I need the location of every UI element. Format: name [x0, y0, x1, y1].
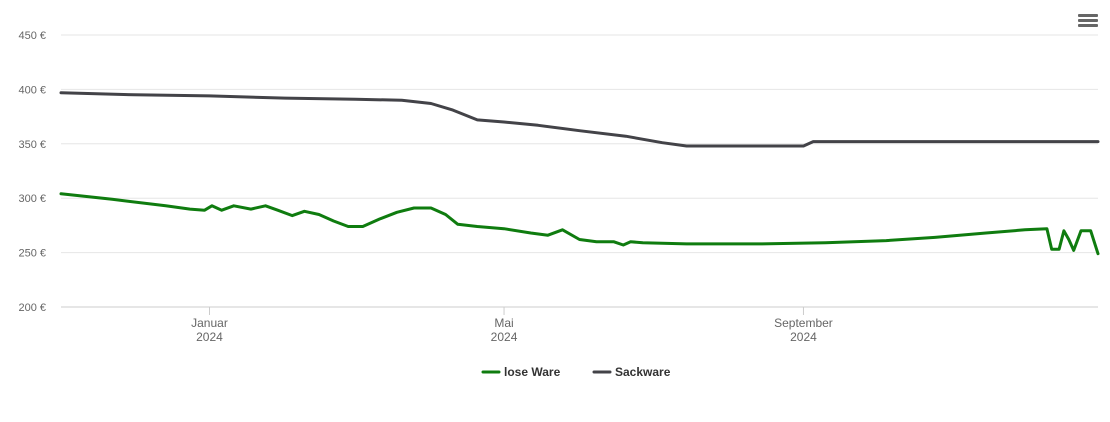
- y-tick-label: 350 €: [18, 139, 46, 151]
- series-line: [59, 192, 1100, 256]
- menu-button[interactable]: [1078, 12, 1098, 30]
- legend-label: Sackware: [615, 365, 671, 379]
- legend[interactable]: lose Ware Sackware: [481, 365, 671, 379]
- menu-icon-bar: [1078, 19, 1098, 22]
- y-tick-label: 250 €: [18, 248, 46, 260]
- series-line: [59, 91, 1100, 148]
- legend-label: lose Ware: [504, 365, 561, 379]
- y-tick-label: 450 €: [18, 30, 46, 42]
- legend-item[interactable]: lose Ware: [481, 365, 561, 379]
- legend-item[interactable]: Sackware: [592, 365, 671, 379]
- y-tick-label: 200 €: [18, 302, 46, 314]
- x-tick-label: Mai 2024: [491, 316, 518, 344]
- x-axis: Januar 2024 Mai 2024 September 2024: [191, 307, 833, 344]
- menu-icon-bar: [1078, 24, 1098, 27]
- y-axis: 200 € 250 € 300 € 350 € 400 € 450 €: [18, 30, 46, 314]
- grid-lines: [61, 34, 1098, 254]
- y-tick-label: 400 €: [18, 84, 46, 96]
- x-tick-label: Januar 2024: [191, 316, 228, 344]
- series-lines: [59, 91, 1100, 256]
- y-tick-label: 300 €: [18, 193, 46, 205]
- menu-icon-bar: [1078, 14, 1098, 17]
- x-tick-label: September 2024: [774, 316, 833, 344]
